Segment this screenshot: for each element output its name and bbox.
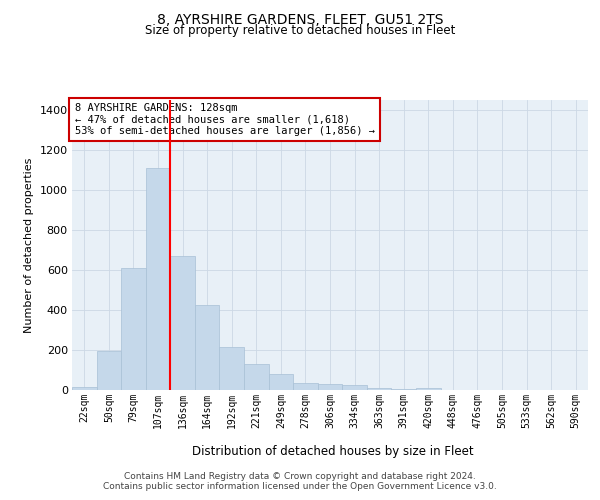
Text: 8 AYRSHIRE GARDENS: 128sqm
← 47% of detached houses are smaller (1,618)
53% of s: 8 AYRSHIRE GARDENS: 128sqm ← 47% of deta… <box>74 103 374 136</box>
Bar <box>121 268 146 390</box>
Y-axis label: Number of detached properties: Number of detached properties <box>24 158 34 332</box>
Bar <box>97 351 121 390</box>
Bar <box>170 256 195 390</box>
Bar <box>293 383 318 390</box>
Text: Size of property relative to detached houses in Fleet: Size of property relative to detached ho… <box>145 24 455 37</box>
Bar <box>391 389 416 390</box>
Bar <box>342 385 367 390</box>
Bar <box>220 347 244 390</box>
Bar <box>416 388 440 390</box>
Bar <box>72 387 97 390</box>
Bar <box>244 364 269 390</box>
Text: Contains public sector information licensed under the Open Government Licence v3: Contains public sector information licen… <box>103 482 497 491</box>
Bar <box>318 384 342 390</box>
Bar <box>195 305 220 390</box>
Bar <box>146 168 170 390</box>
Text: Contains HM Land Registry data © Crown copyright and database right 2024.: Contains HM Land Registry data © Crown c… <box>124 472 476 481</box>
Bar <box>269 374 293 390</box>
Bar <box>367 388 391 390</box>
Text: Distribution of detached houses by size in Fleet: Distribution of detached houses by size … <box>192 444 474 458</box>
Text: 8, AYRSHIRE GARDENS, FLEET, GU51 2TS: 8, AYRSHIRE GARDENS, FLEET, GU51 2TS <box>157 12 443 26</box>
